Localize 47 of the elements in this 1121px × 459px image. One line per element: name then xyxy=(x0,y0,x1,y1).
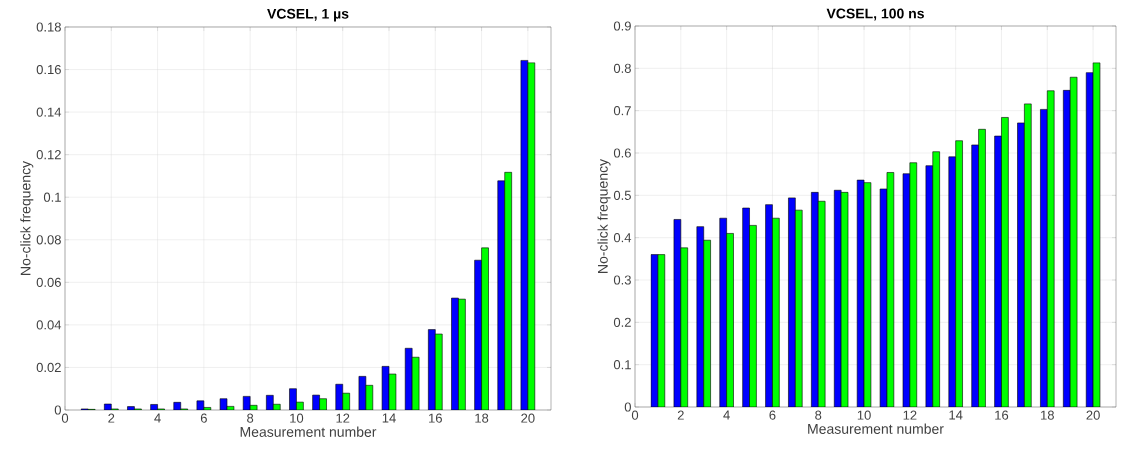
y-axis-title: No-click frequency xyxy=(597,158,611,273)
y-tick-label: 0.1 xyxy=(43,192,61,202)
x-axis-title: Measurement number xyxy=(808,423,944,434)
x-tick-label: 16 xyxy=(995,410,1009,420)
y-tick-label: 0.2 xyxy=(613,317,631,327)
x-tick-label: 10 xyxy=(290,413,304,423)
x-tick-label: 2 xyxy=(677,410,684,420)
chart-title: VCSEL, 1 µs xyxy=(267,8,349,22)
x-tick-label: 2 xyxy=(108,413,115,423)
x-tick-label: 18 xyxy=(1041,410,1054,420)
x-tick-label: 6 xyxy=(200,413,207,423)
y-tick-label: 0.7 xyxy=(613,106,631,116)
x-tick-label: 14 xyxy=(382,413,396,423)
x-tick-label: 12 xyxy=(903,410,917,420)
y-tick-label: 0.06 xyxy=(36,277,61,287)
y-tick-label: 0.4 xyxy=(613,233,632,243)
y-tick-label: 0.18 xyxy=(36,22,61,32)
x-tick-label: 20 xyxy=(1086,410,1100,420)
y-tick-label: 0.04 xyxy=(36,320,62,330)
y-tick-label: 0.16 xyxy=(36,64,61,75)
y-tick-label: 0.5 xyxy=(613,190,631,200)
x-tick-label: 4 xyxy=(723,410,730,420)
x-tick-label: 14 xyxy=(949,410,963,420)
y-tick-label: 0.08 xyxy=(36,235,61,245)
y-tick-label: 0.8 xyxy=(613,63,631,73)
y-axis-title: No-click frequency xyxy=(20,160,34,275)
y-tick-label: 0.14 xyxy=(36,107,62,117)
x-tick-label: 8 xyxy=(815,410,822,420)
x-tick-label: 0 xyxy=(631,410,639,420)
y-tick-label: 0.02 xyxy=(36,362,61,373)
chart-title: VCSEL, 100 ns xyxy=(826,8,924,21)
x-tick-label: 10 xyxy=(857,410,871,420)
y-tick-label: 0 xyxy=(624,402,631,412)
y-tick-label: 0.12 xyxy=(36,150,61,160)
x-tick-label: 6 xyxy=(769,410,776,420)
x-axis-title: Measurement number xyxy=(240,426,377,437)
x-tick-label: 18 xyxy=(475,413,489,423)
x-tick-label: 12 xyxy=(336,413,350,423)
x-tick-label: 4 xyxy=(154,413,161,423)
y-tick-label: 0.9 xyxy=(613,21,631,31)
y-tick-label: 0.6 xyxy=(613,148,631,158)
x-tick-label: 8 xyxy=(247,413,254,423)
y-tick-label: 0.1 xyxy=(613,360,631,370)
x-tick-label: 0 xyxy=(61,413,69,423)
x-tick-label: 20 xyxy=(521,413,535,423)
y-tick-label: 0.3 xyxy=(613,275,631,285)
x-tick-label: 16 xyxy=(429,413,442,423)
